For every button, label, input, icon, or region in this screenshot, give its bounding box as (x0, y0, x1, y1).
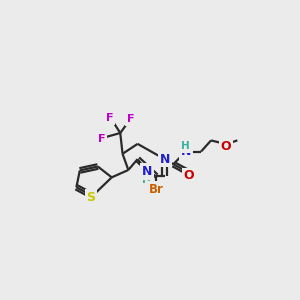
Text: F: F (98, 134, 106, 144)
Text: O: O (221, 140, 231, 153)
Text: Br: Br (148, 183, 164, 196)
Text: O: O (184, 169, 194, 182)
Text: F: F (127, 114, 134, 124)
Text: H: H (142, 175, 151, 185)
Text: F: F (106, 113, 113, 124)
Text: N: N (159, 153, 170, 166)
Text: N: N (180, 145, 191, 158)
Text: N: N (142, 165, 152, 178)
Text: S: S (86, 191, 95, 204)
Text: H: H (181, 141, 190, 151)
